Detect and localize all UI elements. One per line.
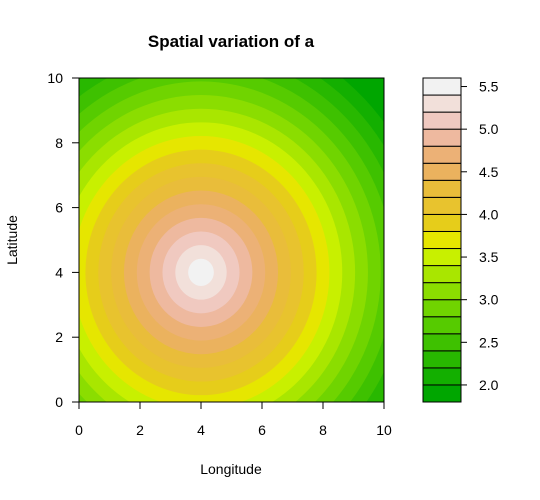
legend-swatch [422, 213, 462, 232]
legend-tick-label: 4.0 [479, 206, 499, 222]
plot-frame [78, 77, 385, 403]
y-axis-label: Latitude [4, 215, 20, 265]
legend-swatch [422, 179, 462, 198]
legend-swatch [422, 128, 462, 147]
y-tick-label: 8 [55, 135, 63, 151]
legend-swatch [422, 316, 462, 335]
x-tick-label: 2 [136, 422, 144, 438]
x-tick-label: 4 [197, 422, 205, 438]
legend-swatch [422, 333, 462, 352]
legend-tick-label: 5.5 [479, 79, 499, 95]
contour-layer [79, 78, 384, 402]
legend-swatch [422, 299, 462, 318]
y-tick-label: 10 [47, 70, 63, 86]
legend-swatch [422, 384, 462, 403]
legend-tick-label: 4.5 [479, 164, 499, 180]
y-tick-label: 4 [55, 264, 63, 280]
legend-tick-label: 3.0 [479, 292, 499, 308]
y-tick-label: 2 [55, 329, 63, 345]
x-tick-label: 8 [319, 422, 327, 438]
chart-title: Spatial variation of a [148, 32, 315, 51]
legend-swatch [422, 145, 462, 164]
legend-swatch [422, 162, 462, 181]
color-legend: 2.0 2.5 3.0 3.5 4.0 4.5 5.0 5.5 [422, 77, 499, 403]
legend-tick-label: 5.0 [479, 121, 499, 137]
legend-tick-label: 2.5 [479, 334, 499, 350]
x-tick-label: 0 [75, 422, 83, 438]
legend-swatch [422, 111, 462, 130]
legend-swatch [422, 367, 462, 386]
x-tick-label: 10 [376, 422, 392, 438]
legend-swatch [422, 94, 462, 113]
legend-swatch [422, 265, 462, 284]
x-tick-label: 6 [258, 422, 266, 438]
legend-swatch [422, 248, 462, 267]
legend-swatch [422, 77, 462, 96]
legend-tick-label: 2.0 [479, 377, 499, 393]
y-tick-label: 0 [55, 394, 63, 410]
legend-swatch [422, 230, 462, 250]
y-tick-label: 6 [55, 200, 63, 216]
x-axis-label: Longitude [200, 461, 262, 477]
legend-swatch [422, 282, 462, 301]
legend-swatch [422, 350, 462, 369]
plot-axes: 0 2 4 6 8 10 0 2 4 6 8 10 [47, 70, 392, 438]
legend-swatch [422, 196, 462, 215]
legend-tick-label: 3.5 [479, 249, 499, 265]
contour-band-18 [188, 258, 214, 287]
